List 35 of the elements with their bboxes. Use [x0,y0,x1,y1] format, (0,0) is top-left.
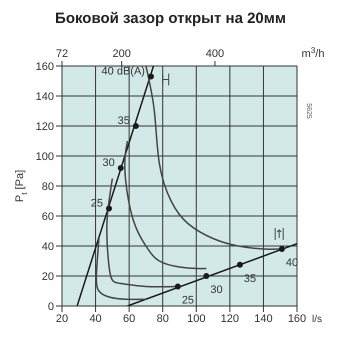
x-tick-label: 40 [89,312,102,325]
x-tick-label: 60 [123,312,136,325]
y-tick-label: 160 [36,60,54,73]
point [148,74,154,80]
x-tick-label: 80 [156,312,169,325]
y-tick-label: 120 [36,120,54,133]
point [118,165,124,171]
x-tick-label: 20 [56,312,68,325]
point [106,206,112,212]
annotation: 30 [210,284,223,296]
x-tick-label: 100 [187,312,206,325]
x2-tick-label: 200 [112,48,131,60]
point [203,273,210,279]
y-tick-label: 60 [42,210,54,223]
x-axis-title: l/s [312,314,322,325]
y-tick-label: 100 [36,150,54,163]
y-tick-label: 140 [36,90,54,103]
x2-tick-label: 72 [56,48,68,60]
annotation: 25 [182,294,194,306]
y-tick-label: 20 [42,270,54,283]
x2-axis-title: m$^{3}$/h [302,46,324,60]
x-tick-label: 140 [254,312,273,325]
x-tick-label: 160 [288,312,306,325]
point [174,284,181,290]
point [132,123,139,129]
point [236,262,243,268]
y-tick-label: 40 [42,240,54,253]
point [278,246,285,252]
chart-title: Боковой зазор открыт на 20мм [54,9,287,29]
x-tick-label: 120 [220,312,240,325]
y-tick-label: 80 [42,180,54,193]
y-tick-label: 0 [48,300,54,313]
x2-tick-label: 400 [206,48,224,60]
line-series [96,238,147,300]
annotation: 30 [102,157,115,169]
